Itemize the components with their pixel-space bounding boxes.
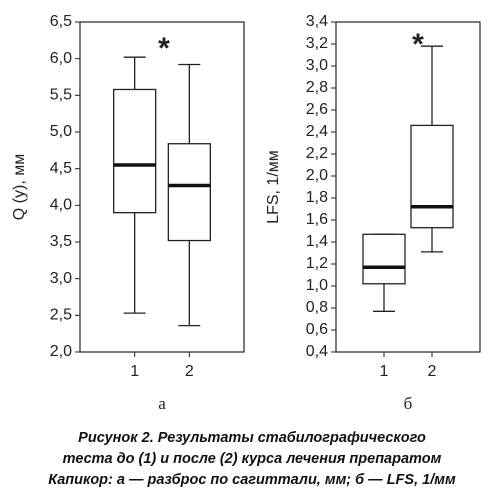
y-tick-label: 2,5 <box>50 307 72 324</box>
caption-line: Рисунок 2. Результаты стабилографическог… <box>78 430 426 446</box>
x-tick-label: 1 <box>130 363 139 380</box>
y-axis-label: LFS, 1/мм <box>265 150 282 224</box>
x-tick-label: 2 <box>185 363 194 380</box>
y-tick-label: 5,5 <box>50 87 72 104</box>
y-tick-label: 2,6 <box>306 101 328 118</box>
y-tick-label: 4,5 <box>50 160 72 177</box>
y-tick-label: 0,6 <box>306 321 328 338</box>
y-tick-label: 3,0 <box>306 57 328 74</box>
y-tick-label: 3,5 <box>50 233 72 250</box>
y-tick-label: 3,2 <box>306 35 328 52</box>
panel-label: а <box>158 394 166 413</box>
y-tick-label: 5,0 <box>50 123 72 140</box>
plot-frame <box>79 21 245 353</box>
caption-line: теста до (1) и после (2) курса лечения п… <box>62 451 442 467</box>
annotation: * <box>412 28 424 61</box>
box <box>113 88 157 214</box>
y-tick-label: 1,6 <box>306 211 328 228</box>
annotation: * <box>158 32 170 65</box>
y-axis-label: Q (y), мм <box>11 154 28 220</box>
y-tick-label: 3,0 <box>50 270 72 287</box>
charts: 2,0 2,5 3,0 3,5 4,0 4,5 5,0 5,5 6,0 6,5 Q (y), мм 1… <box>11 13 481 413</box>
plot-frame <box>335 21 481 353</box>
y-tick-label: 3,4 <box>306 13 328 30</box>
box <box>167 143 211 242</box>
y-tick-label: 1,8 <box>306 189 328 206</box>
y-tick-label: 2,8 <box>306 79 328 96</box>
x-tick-label: 2 <box>428 363 437 380</box>
y-tick-label: 0,8 <box>306 299 328 316</box>
y-tick-label: 1,4 <box>306 233 328 250</box>
y-tick-label: 0,4 <box>306 343 328 360</box>
panel-label: б <box>404 394 413 413</box>
box <box>410 124 454 229</box>
y-tick-label: 2,2 <box>306 145 328 162</box>
y-tick-label: 6,0 <box>50 50 72 67</box>
caption: Рисунок 2. Результаты стабилографическог… <box>0 428 504 491</box>
box <box>362 233 406 285</box>
y-tick-label: 2,0 <box>306 167 328 184</box>
y-tick-label: 2,4 <box>306 123 328 140</box>
caption-line: Капикор: а — разброс по сагиттали, мм; б… <box>48 472 456 488</box>
y-tick-label: 2,0 <box>50 343 72 360</box>
y-tick-label: 1,2 <box>306 255 328 272</box>
y-tick-label: 4,0 <box>50 197 72 214</box>
x-tick-label: 1 <box>380 363 389 380</box>
y-tick-label: 6,5 <box>50 13 72 30</box>
y-tick-label: 1,0 <box>306 277 328 294</box>
